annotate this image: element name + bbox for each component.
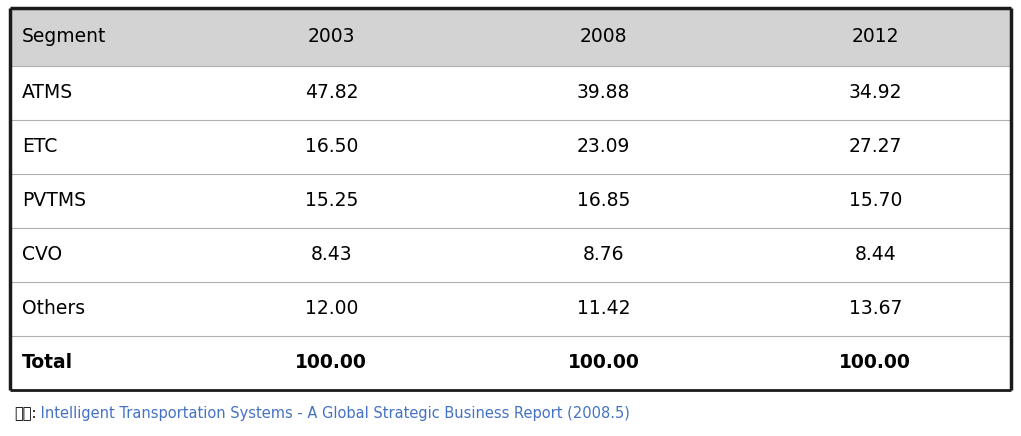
- Text: Segment: Segment: [22, 27, 106, 47]
- Text: 8.76: 8.76: [583, 245, 625, 265]
- Bar: [10, 228, 1011, 282]
- Text: 100.00: 100.00: [295, 354, 368, 372]
- Text: 11.42: 11.42: [577, 300, 630, 319]
- Text: 13.67: 13.67: [848, 300, 902, 319]
- Bar: [10, 66, 1011, 120]
- Text: 100.00: 100.00: [839, 354, 912, 372]
- Bar: [10, 120, 1011, 174]
- Text: PVTMS: PVTMS: [22, 191, 86, 211]
- Text: 15.70: 15.70: [848, 191, 902, 211]
- Text: 34.92: 34.92: [848, 84, 903, 102]
- Text: 자료:: 자료:: [14, 406, 37, 421]
- Text: 2012: 2012: [852, 27, 900, 47]
- Text: 27.27: 27.27: [848, 137, 902, 157]
- Text: ATMS: ATMS: [22, 84, 74, 102]
- Text: 12.00: 12.00: [304, 300, 358, 319]
- Bar: [10, 174, 1011, 228]
- Bar: [10, 336, 1011, 390]
- Text: ETC: ETC: [22, 137, 57, 157]
- Text: 47.82: 47.82: [304, 84, 358, 102]
- Text: 15.25: 15.25: [304, 191, 358, 211]
- Text: 2003: 2003: [307, 27, 355, 47]
- Text: Total: Total: [22, 354, 74, 372]
- Bar: [10, 282, 1011, 336]
- Text: 39.88: 39.88: [577, 84, 630, 102]
- Text: 8.43: 8.43: [310, 245, 352, 265]
- Text: 23.09: 23.09: [577, 137, 630, 157]
- Text: 8.44: 8.44: [855, 245, 896, 265]
- Text: CVO: CVO: [22, 245, 62, 265]
- Text: 16.85: 16.85: [577, 191, 630, 211]
- Text: 100.00: 100.00: [568, 354, 639, 372]
- Text: 2008: 2008: [580, 27, 627, 47]
- Text: Intelligent Transportation Systems - A Global Strategic Business Report (2008.5): Intelligent Transportation Systems - A G…: [37, 406, 630, 421]
- Text: Others: Others: [22, 300, 85, 319]
- Text: 16.50: 16.50: [304, 137, 358, 157]
- Bar: [10, 8, 1011, 66]
